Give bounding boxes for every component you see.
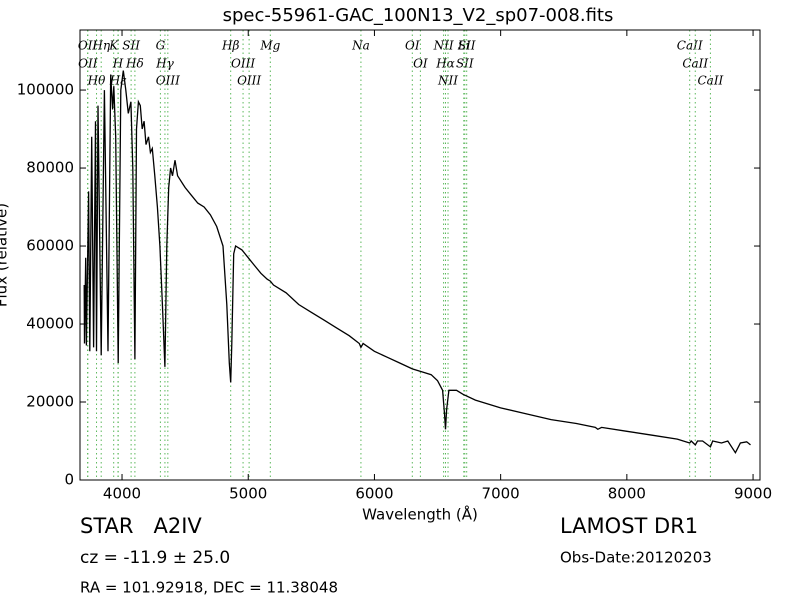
spectral-line-label: OII: [78, 39, 98, 53]
redshift: cz = -11.9 ± 25.0: [80, 548, 230, 568]
spectral-line-label: CaII: [697, 74, 723, 88]
chart-title: spec-55961-GAC_100N13_V2_sp07-008.fits: [223, 5, 614, 26]
y-tick-label: 60000: [26, 237, 74, 255]
spectral-line-label: Mg: [259, 39, 280, 53]
spectral-line-label: CaII: [682, 57, 708, 71]
y-tick-label: 80000: [26, 159, 74, 177]
spectral-line-label: OIII: [237, 74, 261, 88]
spectral-line-label: OIII: [231, 57, 255, 71]
spectral-line-label: Hβ: [221, 39, 239, 53]
spectral-line-label: OII: [78, 57, 98, 71]
plot-frame: [79, 29, 761, 481]
spectral-line-label: OI: [405, 39, 420, 53]
x-tick-label: 4000: [103, 485, 141, 503]
y-tick-label: 100000: [17, 81, 74, 99]
spectral-line-label: NII: [433, 39, 454, 53]
spectral-line-label: SII: [122, 39, 140, 53]
object-class: STAR A2IV: [80, 514, 202, 538]
x-tick-label: 8000: [608, 485, 646, 503]
survey: LAMOST DR1: [560, 514, 698, 538]
spectral-line-label: SII: [458, 39, 476, 53]
x-tick-label: 7000: [482, 485, 520, 503]
x-tick-label: 9000: [734, 485, 772, 503]
spectral-line-label: Hα: [435, 57, 455, 71]
spectral-line-label: Hη: [91, 39, 110, 53]
spectral-line-label: K: [108, 39, 119, 53]
x-tick-label: 5000: [229, 485, 267, 503]
x-axis-label: Wavelength (Å): [362, 505, 478, 524]
spectral-line-label: G: [156, 39, 166, 53]
spectral-line-label: Hδ: [125, 57, 144, 71]
spectral-line-label: OIII: [156, 74, 180, 88]
spectral-line-label: NII: [437, 74, 458, 88]
spectrum: [83, 70, 751, 454]
spectral-line-label: H: [112, 57, 124, 71]
obs-date: Obs-Date:20120203: [560, 549, 712, 567]
coordinates: RA = 101.92918, DEC = 11.38048: [80, 579, 338, 597]
x-tick-label: 6000: [355, 485, 393, 503]
spectral-line-label: Na: [351, 39, 370, 53]
y-tick-label: 40000: [26, 315, 74, 333]
y-tick-label: 0: [64, 471, 74, 489]
spectral-line-label: Hγ: [155, 57, 174, 71]
spectral-line-label: CaII: [677, 39, 703, 53]
spectral-line-label: OI: [413, 57, 428, 71]
spectral-line-label: Hθ: [87, 74, 106, 88]
y-tick-label: 20000: [26, 393, 74, 411]
y-axis-label: Flux (relative): [0, 203, 11, 307]
spectral-line-label: SII: [456, 57, 474, 71]
